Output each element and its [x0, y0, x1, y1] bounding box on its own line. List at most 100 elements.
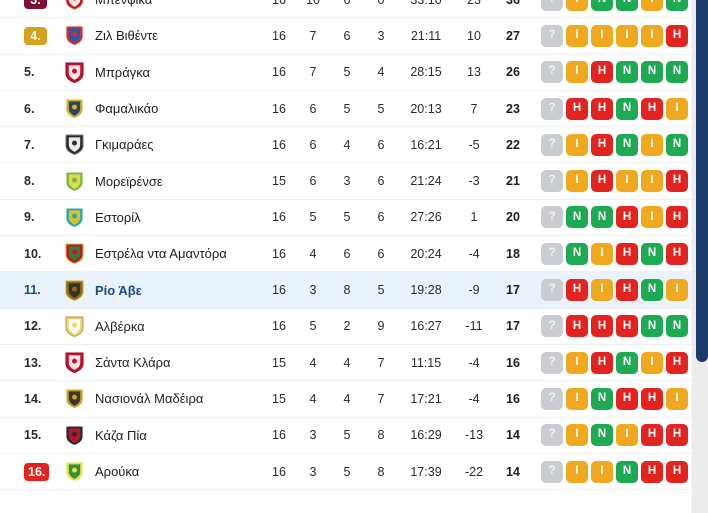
form-badge-draw[interactable]: I — [641, 133, 663, 156]
form-badge-draw[interactable]: I — [591, 460, 613, 483]
form-badge-unknown[interactable]: ? — [541, 206, 563, 229]
team-name[interactable]: Μπράγκα — [95, 64, 151, 80]
form-badge-win[interactable]: N — [641, 279, 663, 302]
form-badge-draw[interactable]: I — [591, 279, 613, 302]
form-badge-win[interactable]: N — [591, 424, 613, 447]
form-badge-loss[interactable]: H — [616, 387, 638, 410]
form-badge-draw[interactable]: I — [591, 242, 613, 265]
form-badge-win[interactable]: N — [666, 315, 688, 338]
form-badge-unknown[interactable]: ? — [541, 0, 563, 11]
form-badge-loss[interactable]: H — [591, 315, 613, 338]
team-name[interactable]: Αρούκα — [95, 464, 140, 479]
table-row[interactable]: 14. Νασιονάλ Μαδέιρα 15 4 4 7 17:21 -4 16? I N H H I — [0, 381, 692, 418]
form-badge-draw[interactable]: I — [566, 133, 588, 156]
table-row[interactable]: 11. Ρίο Άβε 16 3 8 5 19:28 -9 17? H I H N I — [0, 272, 692, 309]
form-badge-win[interactable]: N — [616, 97, 638, 120]
team-name[interactable]: Εστρέλα ντα Αμαντόρα — [95, 246, 227, 262]
team-name[interactable]: Κάζα Πία — [95, 427, 147, 443]
form-badge-loss[interactable]: H — [641, 424, 663, 447]
form-badge-win[interactable]: N — [591, 0, 613, 11]
form-badge-draw[interactable]: I — [666, 387, 688, 410]
form-badge-win[interactable]: N — [616, 351, 638, 374]
form-badge-loss[interactable]: H — [591, 170, 613, 193]
form-badge-draw[interactable]: I — [666, 97, 688, 120]
form-badge-loss[interactable]: H — [616, 315, 638, 338]
form-badge-unknown[interactable]: ? — [541, 315, 563, 338]
table-row[interactable]: 16. Αρούκα 16 3 5 8 17:39 -22 14? I I N H H — [0, 453, 692, 491]
form-badge-win[interactable]: N — [666, 133, 688, 156]
form-badge-loss[interactable]: H — [641, 97, 663, 120]
form-badge-draw[interactable]: I — [566, 460, 588, 483]
form-badge-win[interactable]: N — [666, 0, 688, 11]
form-badge-loss[interactable]: H — [666, 242, 688, 265]
form-badge-draw[interactable]: I — [641, 170, 663, 193]
table-row[interactable]: 3.Μπενφίκα16106033:102336?INNIN — [0, 0, 692, 19]
form-badge-loss[interactable]: H — [666, 424, 688, 447]
form-badge-win[interactable]: N — [591, 387, 613, 410]
form-badge-draw[interactable]: I — [641, 24, 663, 47]
scrollbar-thumb[interactable] — [696, 0, 708, 362]
team-name[interactable]: Γκιμαράες — [95, 137, 154, 153]
form-badge-loss[interactable]: H — [616, 206, 638, 229]
form-badge-draw[interactable]: I — [566, 61, 588, 84]
team-name[interactable]: Σάντα Κλάρα — [95, 355, 171, 371]
table-row[interactable]: 12. Αλβέρκα 16 5 2 9 16:27 -11 17? H H H N N — [0, 308, 692, 345]
form-badge-loss[interactable]: H — [566, 315, 588, 338]
form-badge-loss[interactable]: H — [591, 133, 613, 156]
form-badge-unknown[interactable]: ? — [541, 24, 563, 47]
scrollbar-track[interactable] — [692, 0, 708, 513]
form-badge-loss[interactable]: H — [666, 206, 688, 229]
form-badge-draw[interactable]: I — [641, 206, 663, 229]
table-row[interactable]: 5. Μπράγκα 16 7 5 4 28:15 13 26? I H N N N — [0, 54, 692, 91]
team-name[interactable]: Μορεϊρένσε — [95, 173, 163, 189]
form-badge-draw[interactable]: I — [641, 0, 663, 11]
form-badge-loss[interactable]: H — [591, 351, 613, 374]
form-badge-draw[interactable]: I — [641, 351, 663, 374]
form-badge-unknown[interactable]: ? — [541, 460, 563, 483]
form-badge-draw[interactable]: I — [566, 24, 588, 47]
team-name[interactable]: Αλβέρκα — [95, 318, 145, 334]
form-badge-unknown[interactable]: ? — [541, 133, 563, 156]
table-row[interactable]: 6. Φαμαλικάο 16 6 5 5 20:13 7 23? H H N H I — [0, 90, 692, 128]
form-badge-draw[interactable]: I — [566, 0, 588, 11]
form-badge-draw[interactable]: I — [616, 24, 638, 47]
team-name[interactable]: Νασιονάλ Μαδέιρα — [95, 391, 204, 407]
table-row[interactable]: 17.Τοντέλα1523109:27-189?HHHNH — [0, 490, 692, 495]
form-badge-draw[interactable]: I — [566, 170, 588, 193]
form-badge-unknown[interactable]: ? — [541, 97, 563, 120]
form-badge-draw[interactable]: I — [566, 351, 588, 374]
form-badge-draw[interactable]: I — [616, 424, 638, 447]
table-row[interactable]: 15. Κάζα Πία 16 3 5 8 16:29 -13 14? I N I H H — [0, 417, 692, 454]
form-badge-unknown[interactable]: ? — [541, 170, 563, 193]
form-badge-draw[interactable]: I — [666, 279, 688, 302]
form-badge-win[interactable]: N — [591, 206, 613, 229]
table-row[interactable]: 7. Γκιμαράες 16 6 4 6 16:21 -5 22? I H N I N — [0, 127, 692, 164]
form-badge-win[interactable]: N — [566, 242, 588, 265]
form-badge-loss[interactable]: H — [666, 170, 688, 193]
form-badge-loss[interactable]: H — [666, 24, 688, 47]
form-badge-draw[interactable]: I — [616, 170, 638, 193]
form-badge-win[interactable]: N — [666, 61, 688, 84]
form-badge-win[interactable]: N — [641, 61, 663, 84]
form-badge-loss[interactable]: H — [666, 460, 688, 483]
form-badge-loss[interactable]: H — [591, 61, 613, 84]
team-name[interactable]: Φαμαλικάο — [95, 101, 159, 117]
form-badge-win[interactable]: N — [641, 315, 663, 338]
form-badge-win[interactable]: N — [616, 61, 638, 84]
form-badge-win[interactable]: N — [566, 206, 588, 229]
form-badge-loss[interactable]: H — [616, 279, 638, 302]
form-badge-loss[interactable]: H — [566, 279, 588, 302]
table-row[interactable]: 8. Μορεϊρένσε 15 6 3 6 21:24 -3 21? I H I I H — [0, 163, 692, 200]
form-badge-win[interactable]: N — [641, 242, 663, 265]
form-badge-win[interactable]: N — [616, 133, 638, 156]
form-badge-draw[interactable]: I — [566, 387, 588, 410]
table-row[interactable]: 9. Εστορίλ 16 5 5 6 27:26 1 20? N N H I H — [0, 199, 692, 237]
team-name[interactable]: Ρίο Άβε — [95, 282, 142, 298]
form-badge-loss[interactable]: H — [616, 242, 638, 265]
form-badge-loss[interactable]: H — [566, 97, 588, 120]
form-badge-loss[interactable]: H — [641, 387, 663, 410]
table-row[interactable]: 10. Εστρέλα ντα Αμαντόρα 16 4 6 6 20:24 -4 18? N I… — [0, 236, 692, 273]
form-badge-unknown[interactable]: ? — [541, 387, 563, 410]
form-badge-loss[interactable]: H — [666, 351, 688, 374]
form-badge-loss[interactable]: H — [641, 460, 663, 483]
